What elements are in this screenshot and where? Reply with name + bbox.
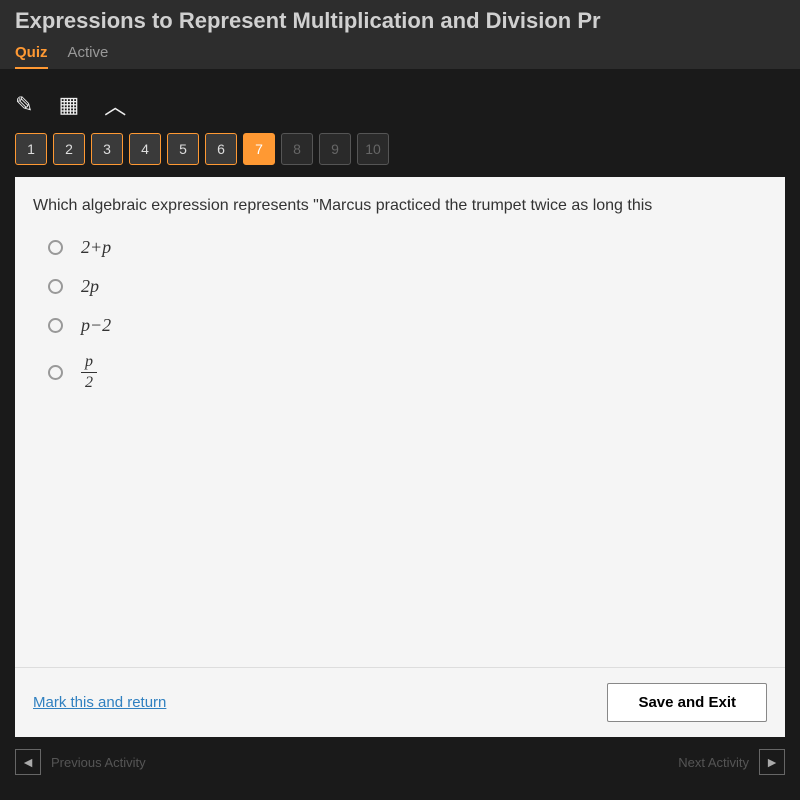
q-btn-1[interactable]: 1 — [15, 133, 47, 165]
q-btn-8: 8 — [281, 133, 313, 165]
header: Expressions to Represent Multiplication … — [0, 0, 800, 69]
option-c-text: p−2 — [81, 315, 111, 336]
tabs: Quiz Active — [15, 38, 785, 69]
options: 2+p 2p p−2 p 2 — [33, 237, 767, 391]
calculator-icon[interactable]: ▦ — [58, 92, 79, 118]
q-btn-3[interactable]: 3 — [91, 133, 123, 165]
question-nav: 1 2 3 4 5 6 7 8 9 10 — [0, 133, 800, 177]
footer-nav: ◄ Previous Activity Next Activity ► — [0, 737, 800, 787]
prev-text: Previous Activity — [51, 755, 146, 770]
mark-return-link[interactable]: Mark this and return — [33, 694, 166, 711]
q-btn-4[interactable]: 4 — [129, 133, 161, 165]
option-a[interactable]: 2+p — [48, 237, 767, 258]
option-a-text: 2+p — [81, 237, 111, 258]
radio-icon[interactable] — [48, 318, 63, 333]
save-exit-button[interactable]: Save and Exit — [607, 683, 767, 722]
q-btn-5[interactable]: 5 — [167, 133, 199, 165]
option-d-fraction: p 2 — [81, 354, 97, 391]
tab-quiz[interactable]: Quiz — [15, 38, 48, 69]
option-c[interactable]: p−2 — [48, 315, 767, 336]
q-btn-2[interactable]: 2 — [53, 133, 85, 165]
pencil-icon[interactable]: ✎ — [15, 92, 33, 118]
q-btn-6[interactable]: 6 — [205, 133, 237, 165]
question-text: Which algebraic expression represents "M… — [33, 197, 767, 215]
content-area: Which algebraic expression represents "M… — [15, 177, 785, 737]
q-btn-10: 10 — [357, 133, 389, 165]
option-b-text: 2p — [81, 276, 99, 297]
collapse-icon[interactable]: ︿ — [104, 89, 126, 121]
radio-icon[interactable] — [48, 279, 63, 294]
fraction-denominator: 2 — [85, 373, 93, 391]
option-b[interactable]: 2p — [48, 276, 767, 297]
q-btn-9: 9 — [319, 133, 351, 165]
next-arrow-icon[interactable]: ► — [759, 749, 785, 775]
tab-active[interactable]: Active — [68, 38, 109, 69]
page-title: Expressions to Represent Multiplication … — [15, 8, 785, 34]
q-btn-7[interactable]: 7 — [243, 133, 275, 165]
option-d[interactable]: p 2 — [48, 354, 767, 391]
fraction-numerator: p — [81, 354, 97, 373]
toolbar: ✎ ▦ ︿ — [0, 77, 800, 133]
radio-icon[interactable] — [48, 365, 63, 380]
next-text: Next Activity — [678, 755, 749, 770]
prev-arrow-icon[interactable]: ◄ — [15, 749, 41, 775]
radio-icon[interactable] — [48, 240, 63, 255]
bottom-bar: Mark this and return Save and Exit — [15, 667, 785, 737]
